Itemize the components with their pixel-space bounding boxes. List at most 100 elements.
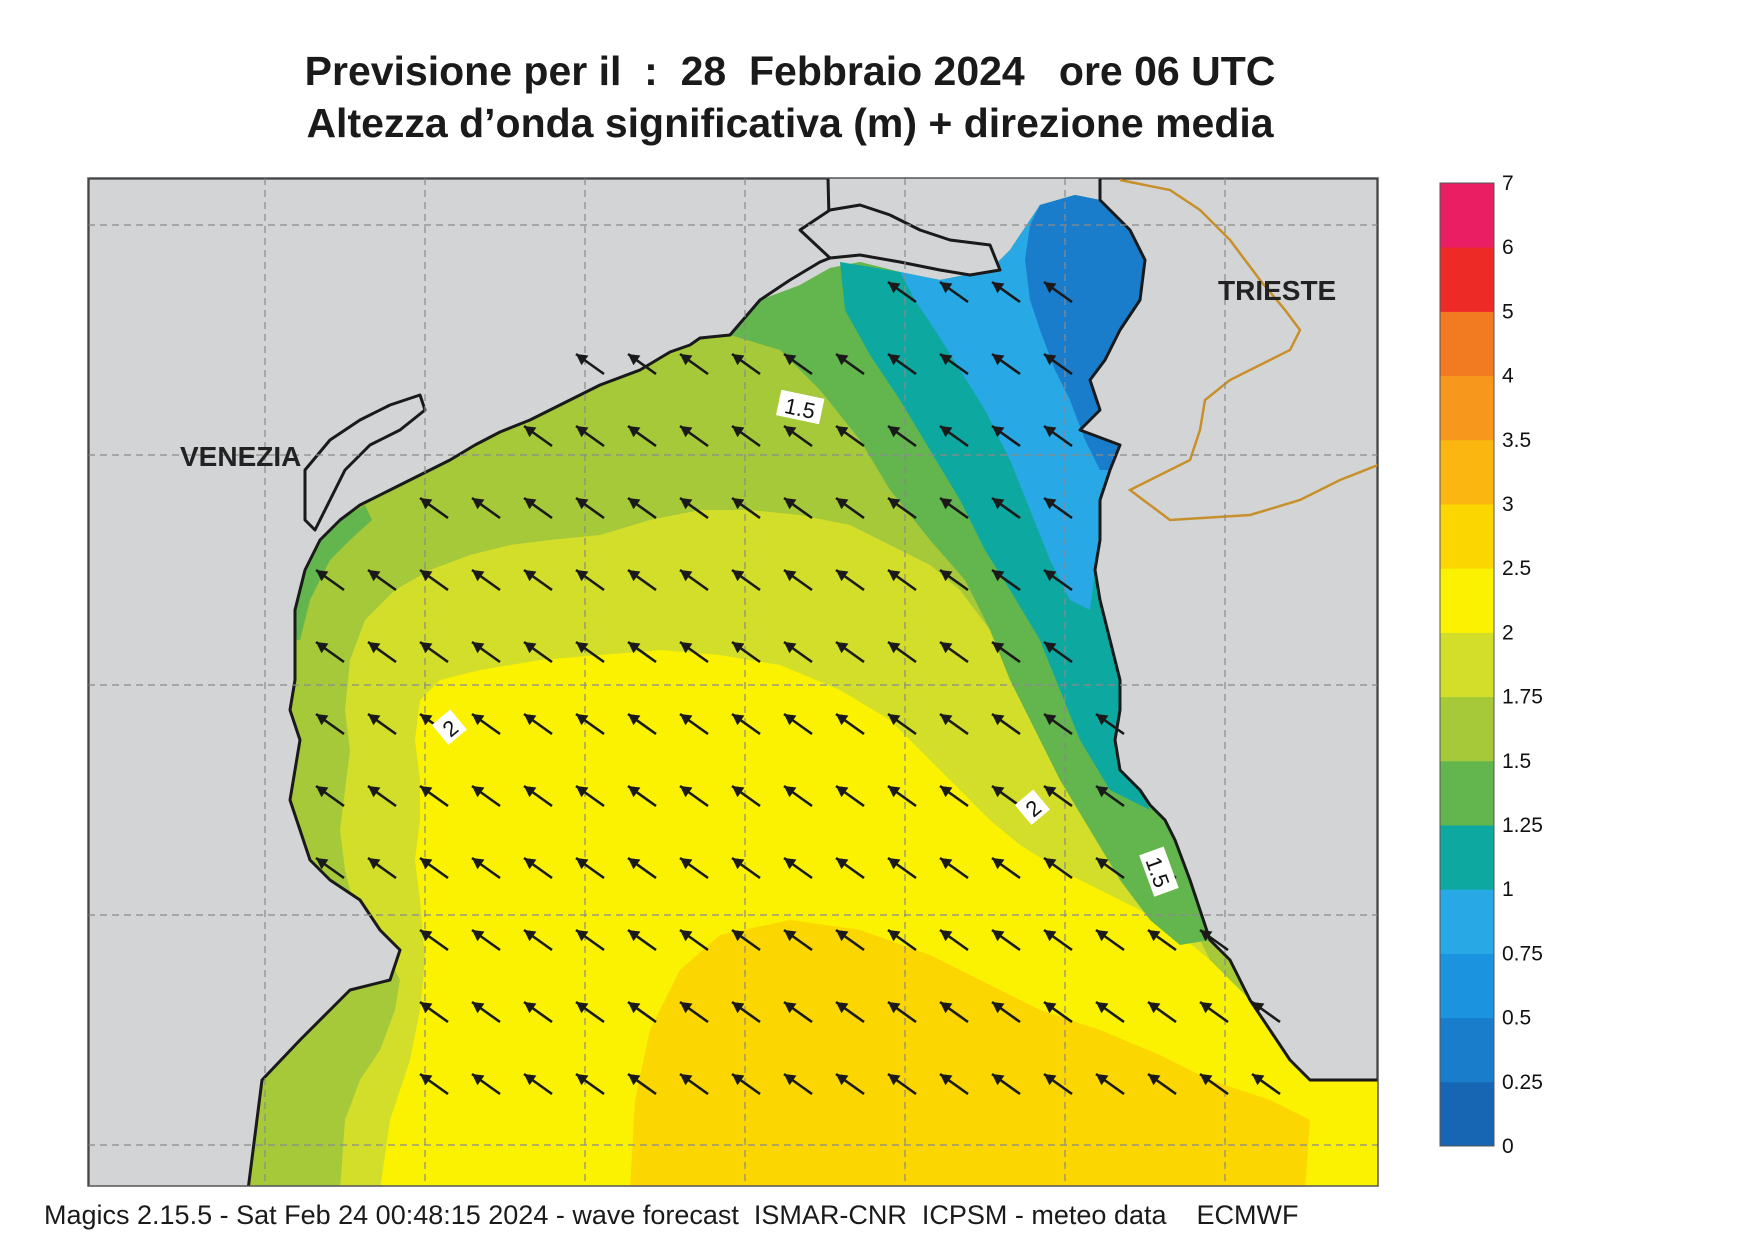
sea-band-1p25-west [292,505,372,640]
legend-swatch [1440,375,1494,441]
wave-direction-arrowhead [836,354,849,366]
legend-tick-label: 3 [1502,493,1514,516]
legend-swatch [1440,1017,1494,1083]
wave-direction-arrowhead [628,570,641,582]
wave-direction-arrowhead [472,714,485,726]
wave-direction-arrowhead [992,1074,1005,1086]
wave-direction-arrowhead [472,642,485,654]
wave-direction-arrowhead [888,786,901,798]
wave-direction-arrowhead [524,1002,537,1014]
wave-direction-arrowhead [888,498,901,510]
wave-direction-arrowhead [940,1002,953,1014]
wave-direction-arrowhead [524,498,537,510]
wave-direction-arrowhead [524,1074,537,1086]
wave-direction-arrowhead [524,786,537,798]
wave-direction-arrowhead [420,930,433,942]
wave-direction-arrowhead [316,786,329,798]
wave-direction-arrowhead [628,498,641,510]
wave-direction-arrowhead [992,714,1005,726]
wave-direction-arrowhead [888,1074,901,1086]
wave-direction-arrowhead [524,570,537,582]
legend-tick-label: 7 [1502,172,1514,195]
wave-direction-arrowhead [472,930,485,942]
wave-direction-arrowhead [784,570,797,582]
wave-direction-arrowhead [420,498,433,510]
wave-direction-arrowhead [316,858,329,870]
legend-swatch [1440,825,1494,890]
wave-direction-arrowhead [628,642,641,654]
wave-direction-arrowhead [784,930,797,942]
wave-direction-arrowhead [1096,714,1109,726]
legend-swatch [1440,889,1494,954]
graticule [88,178,1378,1186]
wave-direction-arrowhead [524,930,537,942]
wave-direction-arrowhead [732,354,745,366]
wave-direction-arrowhead [940,570,953,582]
wave-direction-arrowhead [368,858,381,870]
wave-direction-arrowhead [628,714,641,726]
wave-direction-arrowhead [680,498,693,510]
wave-direction-arrowhead [992,642,1005,654]
wave-direction-arrowhead [628,426,641,438]
wave-direction-arrowhead [472,786,485,798]
wave-direction-arrowhead [940,282,953,294]
wave-direction-arrowhead [784,1074,797,1086]
wave-direction-arrowhead [836,786,849,798]
wave-direction-arrowhead [888,354,901,366]
wave-direction-arrowhead [1148,1002,1161,1014]
wave-direction-arrowhead [784,642,797,654]
wave-direction-arrowhead [940,714,953,726]
wave-direction-arrowhead [472,498,485,510]
wave-direction-arrowhead [940,642,953,654]
wave-direction-arrowhead [368,786,381,798]
wave-direction-arrowhead [992,570,1005,582]
wave-direction-arrowhead [1252,1074,1265,1086]
wave-direction-arrowhead [992,426,1005,438]
sea-band-0p5 [1025,195,1145,470]
wave-direction-arrowhead [888,714,901,726]
wave-direction-arrowhead [628,858,641,870]
wave-direction-arrowhead [888,642,901,654]
legend-tick-label: 6 [1502,236,1514,259]
wave-direction-arrowhead [680,930,693,942]
sea-band-2p5 [630,920,1310,1186]
wave-direction-arrowhead [576,930,589,942]
wave-direction-arrowhead [420,1002,433,1014]
wave-direction-arrowhead [836,1074,849,1086]
wave-direction-arrowhead [888,1002,901,1014]
wave-direction-arrowhead [1044,786,1057,798]
wave-direction-arrowhead [836,426,849,438]
wave-direction-arrowhead [1252,1002,1265,1014]
wave-direction-arrowhead [576,354,589,366]
wave-direction-arrowhead [472,570,485,582]
wave-direction-arrowhead [524,426,537,438]
east-coast-land [1078,178,1378,1082]
wave-direction-arrowhead [940,930,953,942]
wave-direction-arrowhead [888,282,901,294]
wave-direction-arrowhead [628,1074,641,1086]
map-area: 1.5 2 2 1.5 VENEZIA TRIESTE [88,178,1378,1186]
wave-direction-arrowhead [420,858,433,870]
wave-direction-arrowhead [472,1074,485,1086]
wave-direction-arrowhead [836,1002,849,1014]
legend-tick-label: 2.5 [1502,557,1531,580]
wave-direction-arrowhead [680,1074,693,1086]
wave-direction-arrowhead [1044,642,1057,654]
wave-direction-arrowhead [1096,1074,1109,1086]
wave-direction-arrowhead [472,1002,485,1014]
color-legend: 0 0.25 0.5 0.75 1 1.25 1.5 1.75 2 2.5 3 3.5 4 5 6 7 [1439,172,1543,1158]
wave-direction-arrowhead [940,858,953,870]
wave-direction-arrowhead [1148,1074,1161,1086]
legend-swatch [1440,439,1494,505]
wave-direction-arrowhead [888,426,901,438]
legend-swatch [1440,953,1494,1019]
wave-direction-arrowhead [784,498,797,510]
wave-direction-arrowhead [732,1074,745,1086]
legend-swatch [1440,760,1494,826]
wave-direction-arrowhead [680,426,693,438]
wave-direction-arrowhead [1200,930,1213,942]
wave-direction-arrowhead [1200,1002,1213,1014]
wave-direction-arrowhead [420,1074,433,1086]
wave-direction-arrowhead [576,498,589,510]
